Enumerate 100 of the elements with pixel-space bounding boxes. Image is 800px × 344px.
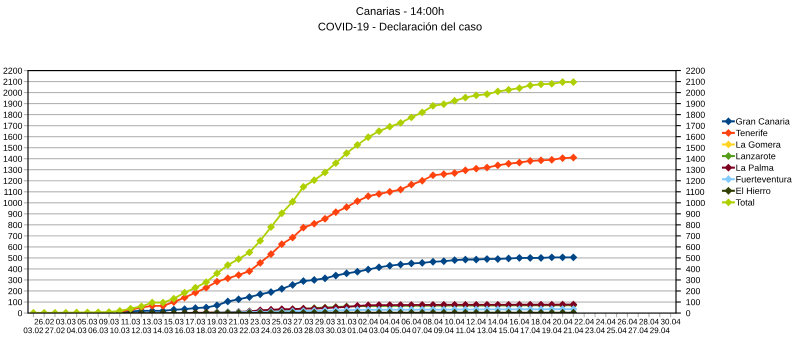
y-tick-label: 400 bbox=[8, 266, 22, 272]
x-tick-label: 31.03 bbox=[336, 318, 356, 325]
x-tick-label: 30.04 bbox=[660, 318, 680, 325]
x-tick-label: 12.03 bbox=[132, 327, 152, 334]
x-tick-label: 23.04 bbox=[585, 327, 605, 334]
x-tick-label: 17.03 bbox=[186, 318, 206, 325]
y-tick-label: 0 bbox=[18, 310, 22, 316]
y-tick-label: 700 bbox=[8, 232, 22, 240]
x-tick-label: 15.03 bbox=[164, 318, 184, 325]
x-tick-label: 11.04 bbox=[456, 327, 475, 334]
x-tick-label: 26.03 bbox=[282, 327, 302, 334]
y2-tick-label: 500 bbox=[686, 254, 700, 262]
y2-tick-label: 900 bbox=[686, 210, 700, 218]
legend-label: Fuerteventura bbox=[736, 176, 792, 182]
x-tick-label: 29.03 bbox=[315, 318, 335, 325]
x-tick-label: 28.04 bbox=[639, 318, 659, 325]
x-tick-label: 04.03 bbox=[66, 327, 86, 334]
y2-tick-label: 1100 bbox=[686, 188, 704, 196]
y-tick-label: 300 bbox=[8, 277, 22, 284]
x-tick-label: 13.04 bbox=[478, 327, 497, 334]
x-tick-label: 22.04 bbox=[574, 318, 594, 325]
x-tick-label: 25.03 bbox=[272, 318, 292, 325]
y2-tick-label: 2000 bbox=[686, 90, 705, 96]
x-tick-label: 24.04 bbox=[596, 318, 616, 325]
x-tick-label: 14.04 bbox=[488, 318, 508, 325]
y2-tick-label: 1600 bbox=[686, 134, 705, 140]
x-tick-label: 25.04 bbox=[606, 327, 626, 334]
x-tick-label: 10.03 bbox=[110, 327, 130, 334]
y2-tick-label: 1700 bbox=[686, 122, 705, 129]
y-tick-label: 1900 bbox=[4, 100, 22, 107]
y-tick-label: 1400 bbox=[4, 156, 22, 162]
x-tick-label: 12.04 bbox=[466, 318, 486, 325]
y-tick-label: 1200 bbox=[4, 178, 22, 184]
y2-tick-label: 1900 bbox=[686, 100, 705, 107]
x-tick-label: 27.04 bbox=[628, 327, 648, 334]
x-tick-label: 17.04 bbox=[520, 327, 540, 334]
x-tick-label: 21.04 bbox=[564, 327, 584, 334]
legend-label: Total bbox=[736, 198, 754, 206]
x-tick-label: 16.04 bbox=[510, 318, 530, 325]
legend-label: Lanzarote bbox=[736, 153, 776, 160]
x-tick-label: 05.04 bbox=[390, 327, 410, 334]
chart-subtitle: COVID-19 - Declaración del caso bbox=[318, 22, 482, 31]
y-tick-label: 1000 bbox=[4, 200, 22, 206]
x-tick-label: 03.03 bbox=[56, 318, 76, 325]
y2-tick-label: 800 bbox=[686, 222, 700, 228]
y-tick-label: 2200 bbox=[3, 68, 22, 74]
x-tick-label: 01.04 bbox=[348, 327, 368, 334]
y2-tick-label: 1800 bbox=[686, 112, 705, 118]
x-tick-label: 09.04 bbox=[434, 327, 454, 334]
y2-tick-label: 700 bbox=[686, 232, 700, 240]
y2-tick-label: 200 bbox=[686, 288, 700, 294]
y2-tick-label: 300 bbox=[686, 277, 700, 284]
x-tick-label: 07.04 bbox=[412, 327, 432, 334]
y-tick-label: 1600 bbox=[4, 134, 22, 140]
x-tick-label: 18.04 bbox=[532, 318, 551, 325]
x-tick-label: 20.03 bbox=[218, 327, 238, 334]
y-tick-label: 800 bbox=[8, 222, 22, 228]
x-tick-label: 09.03 bbox=[99, 318, 119, 325]
y-tick-label: 900 bbox=[8, 210, 22, 218]
chart-title: Canarias - 14:00h bbox=[356, 6, 444, 16]
x-tick-label: 24.03 bbox=[261, 327, 281, 334]
x-tick-label: 04.04 bbox=[380, 318, 400, 325]
x-tick-label: 05.03 bbox=[78, 318, 98, 325]
x-tick-label: 10.04 bbox=[445, 318, 464, 325]
x-tick-label: 16.03 bbox=[175, 327, 194, 334]
x-tick-label: 30.03 bbox=[326, 327, 346, 334]
y2-tick-label: 400 bbox=[686, 266, 700, 272]
x-tick-label: 08.04 bbox=[423, 318, 443, 325]
y-tick-label: 100 bbox=[8, 299, 22, 306]
y2-tick-label: 1200 bbox=[686, 178, 705, 184]
y-tick-label: 500 bbox=[8, 254, 22, 262]
x-tick-label: 27.03 bbox=[294, 318, 314, 325]
x-tick-label: 03.02 bbox=[24, 327, 44, 334]
x-tick-label: 23.03 bbox=[250, 318, 270, 325]
x-tick-label: 18.03 bbox=[196, 327, 216, 334]
y-tick-label: 1800 bbox=[4, 112, 22, 118]
y2-tick-label: 1400 bbox=[686, 156, 705, 162]
y-tick-label: 600 bbox=[8, 244, 22, 250]
y2-tick-label: 1500 bbox=[686, 144, 705, 151]
x-tick-label: 13.03 bbox=[142, 318, 162, 325]
x-tick-label: 22.03 bbox=[240, 327, 260, 334]
y2-tick-label: 2100 bbox=[686, 78, 705, 85]
x-tick-label: 26.02 bbox=[34, 318, 54, 325]
x-tick-label: 21.03 bbox=[228, 318, 248, 325]
legend-label: La Gomera bbox=[736, 141, 781, 148]
y-tick-label: 1500 bbox=[4, 144, 22, 151]
x-tick-label: 14.03 bbox=[154, 327, 173, 334]
legend-label: Tenerife bbox=[736, 130, 768, 136]
x-tick-label: 29.04 bbox=[650, 327, 670, 334]
x-tick-label: 26.04 bbox=[618, 318, 638, 325]
y-tick-label: 1300 bbox=[4, 166, 22, 173]
x-tick-label: 19.04 bbox=[542, 327, 562, 334]
y2-tick-label: 2200 bbox=[686, 68, 705, 74]
x-tick-label: 02.04 bbox=[358, 318, 378, 325]
x-tick-label: 15.04 bbox=[499, 327, 518, 334]
y-tick-label: 1100 bbox=[4, 188, 22, 196]
legend-label: Gran Canaria bbox=[736, 118, 790, 125]
y2-tick-label: 1300 bbox=[686, 166, 705, 173]
x-tick-label: 06.03 bbox=[88, 327, 108, 334]
y-tick-label: 1700 bbox=[4, 122, 22, 129]
